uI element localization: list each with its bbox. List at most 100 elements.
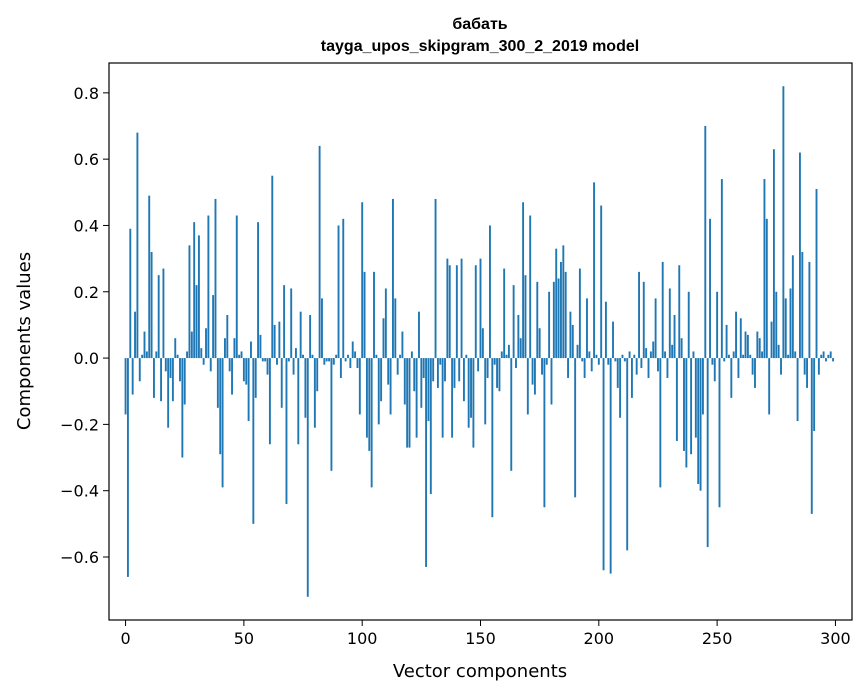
bar-component-33 (202, 358, 205, 365)
bar-component-131 (434, 198, 437, 359)
bar-component-125 (420, 358, 423, 408)
bar-component-238 (687, 291, 690, 359)
y-tick-label: 0.8 (74, 84, 99, 103)
bar-component-52 (247, 358, 250, 422)
bar-component-223 (652, 341, 655, 359)
bar-component-9 (145, 351, 148, 359)
bar-component-76 (304, 358, 307, 418)
bar-component-284 (796, 358, 799, 422)
bar-component-244 (701, 358, 704, 415)
bar-component-288 (806, 358, 808, 388)
bar-component-38 (214, 198, 217, 359)
bar-component-130 (432, 358, 435, 382)
bar-component-56 (257, 222, 260, 359)
bar-component-80 (313, 358, 316, 428)
bar-component-86 (328, 358, 331, 362)
bar-component-109 (382, 318, 385, 359)
bar-component-105 (373, 271, 375, 359)
bar-component-292 (815, 188, 818, 359)
bar-component-32 (200, 348, 203, 359)
plot-frame (108, 62, 853, 621)
y-axis-ticks: −0.6 −0.4 −0.2 0.0 0.2 0.4 0.6 0.8 (60, 84, 109, 567)
bar-component-228 (664, 351, 667, 359)
bar-component-197 (590, 358, 593, 372)
bar-component-46 (233, 338, 236, 359)
bar-component-13 (155, 351, 158, 359)
bar-component-185 (562, 245, 565, 359)
bar-component-94 (347, 354, 349, 359)
bar-component-290 (810, 358, 813, 514)
x-tick-label: 0 (120, 629, 130, 648)
bar-component-42 (223, 338, 226, 359)
bar-component-65 (278, 321, 281, 359)
bar-component-82 (318, 145, 321, 359)
bar-series (124, 86, 835, 597)
bar-component-277 (780, 358, 782, 375)
bar-component-106 (375, 354, 378, 359)
bar-component-98 (356, 358, 359, 369)
bar-component-90 (337, 225, 340, 359)
bar-component-246 (706, 358, 709, 548)
bar-component-214 (630, 358, 633, 398)
bar-component-22 (176, 354, 179, 359)
bar-component-10 (148, 195, 151, 359)
bar-component-168 (522, 202, 525, 359)
x-tick-label: 250 (702, 629, 733, 648)
bar-component-53 (250, 341, 252, 359)
x-tick-label: 50 (234, 629, 254, 648)
bar-component-187 (567, 358, 569, 378)
bar-component-120 (408, 358, 411, 448)
bar-component-280 (787, 354, 790, 359)
bar-component-204 (607, 358, 610, 365)
bar-component-218 (640, 358, 643, 369)
bar-component-102 (365, 358, 368, 438)
bar-component-3 (131, 358, 134, 395)
chart-subtitle: tayga_upos_skipgram_300_2_2019 model (321, 38, 639, 55)
y-tick-label: 0.0 (74, 349, 99, 368)
bar-component-66 (280, 358, 283, 408)
bar-component-8 (143, 331, 146, 359)
bar-component-240 (692, 351, 695, 359)
bar-component-201 (600, 205, 603, 359)
bar-component-250 (716, 291, 719, 359)
x-axis-label: Vector components (393, 661, 567, 682)
bar-component-202 (602, 358, 605, 571)
bar-component-148 (474, 265, 477, 359)
y-tick-label: −0.6 (60, 548, 99, 567)
bar-component-152 (484, 358, 487, 425)
bar-component-49 (240, 351, 243, 359)
bar-component-72 (294, 348, 297, 359)
bar-component-71 (292, 358, 295, 375)
bar-component-89 (335, 354, 338, 359)
bar-component-113 (392, 198, 394, 359)
bar-component-186 (564, 271, 567, 359)
bar-component-165 (515, 358, 517, 369)
bar-component-198 (593, 182, 596, 359)
bar-component-103 (368, 358, 371, 451)
bar-component-234 (678, 265, 681, 359)
bar-component-239 (690, 358, 693, 455)
bar-component-58 (261, 358, 264, 362)
x-axis-ticks: 0 50 100 150 200 250 300 (120, 620, 851, 648)
bar-component-20 (171, 358, 174, 402)
bar-component-179 (548, 291, 551, 359)
bar-component-247 (709, 218, 711, 359)
bar-component-270 (763, 179, 766, 359)
bar-component-112 (389, 358, 392, 415)
bar-component-272 (768, 358, 771, 415)
bar-component-224 (654, 298, 657, 359)
bar-component-114 (394, 298, 397, 359)
bar-component-235 (680, 338, 683, 359)
bar-component-242 (697, 358, 700, 485)
bar-component-266 (754, 358, 756, 388)
bar-component-252 (720, 179, 723, 359)
y-tick-label: 0.2 (74, 283, 99, 302)
y-tick-label: 0.4 (74, 216, 99, 235)
bar-component-205 (609, 358, 612, 574)
bar-component-261 (742, 354, 745, 359)
bar-component-146 (470, 358, 472, 418)
bar-component-241 (694, 358, 697, 438)
bar-component-221 (647, 358, 650, 378)
bar-component-0 (124, 358, 127, 415)
bar-component-178 (545, 358, 548, 365)
